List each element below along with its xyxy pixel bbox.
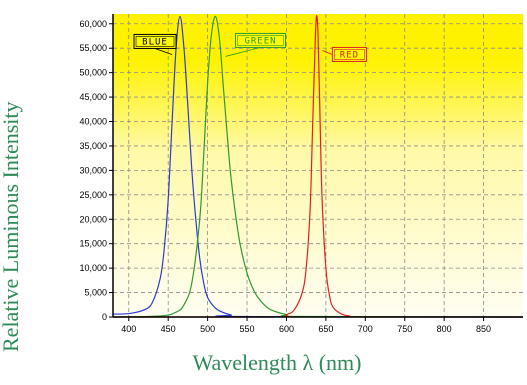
label-box <box>235 32 286 48</box>
label-inner-border <box>135 36 175 47</box>
x-tick-label: 550 <box>240 324 255 334</box>
label-inner-border <box>334 49 365 60</box>
y-tick-label: 0 <box>102 312 107 322</box>
y-tick-label: 55,000 <box>79 43 107 53</box>
y-tick-label: 20,000 <box>79 214 107 224</box>
series-group <box>112 15 524 318</box>
label-text: RED <box>340 50 359 60</box>
y-tick-label: 10,000 <box>79 263 107 273</box>
y-tick-label: 5,000 <box>84 288 107 298</box>
x-tick-label: 850 <box>476 324 491 334</box>
x-axis-title: Wavelength λ (nm) <box>193 350 362 375</box>
label-inner-border <box>237 35 284 46</box>
y-tick-label: 50,000 <box>79 68 107 78</box>
x-tick-label: 400 <box>121 324 136 334</box>
label-pointer <box>225 47 261 57</box>
y-tick-label: 30,000 <box>79 165 107 175</box>
series-labels: BLUE GREEN RED <box>133 32 367 62</box>
tick-labels: 0 5,000 10,000 15,000 20,000 25,000 30,000 35,0… <box>79 19 491 334</box>
y-tick-label: 15,000 <box>79 239 107 249</box>
series-line-red <box>113 15 523 318</box>
y-tick-label: 35,000 <box>79 141 107 151</box>
y-tick-label: 25,000 <box>79 190 107 200</box>
x-tick-label: 750 <box>397 324 412 334</box>
axes-group <box>109 14 523 321</box>
x-tick-label: 500 <box>200 324 215 334</box>
label-box <box>133 33 177 49</box>
plot-background <box>113 14 523 317</box>
label-box <box>331 46 367 62</box>
y-tick-label: 40,000 <box>79 117 107 127</box>
y-tick-label: 60,000 <box>79 19 107 29</box>
x-tick-label: 600 <box>279 324 294 334</box>
x-tick-label: 700 <box>358 324 373 334</box>
label-text: GREEN <box>244 36 276 46</box>
series-line-green <box>112 15 524 318</box>
grid-lines <box>113 14 523 317</box>
x-tick-label: 450 <box>161 324 176 334</box>
y-axis-title: Relative Luminous Intensity <box>0 101 23 352</box>
label-text: BLUE <box>142 37 168 47</box>
label-pointer <box>154 48 173 55</box>
series-label-green: GREEN <box>225 32 286 57</box>
y-tick-label: 45,000 <box>79 92 107 102</box>
series-line-blue <box>112 15 524 318</box>
series-label-red: RED <box>322 46 367 62</box>
x-tick-label: 800 <box>437 324 452 334</box>
x-tick-label: 650 <box>318 324 333 334</box>
series-label-blue: BLUE <box>133 33 177 55</box>
